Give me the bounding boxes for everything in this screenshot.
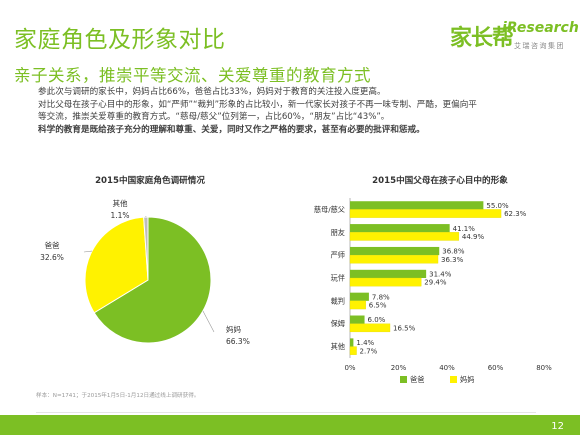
bar-mom — [349, 232, 460, 241]
bar-dad — [350, 315, 365, 324]
bar-mom — [349, 277, 422, 287]
page-title: 家庭角色及形象对比 — [14, 27, 226, 53]
page-subtitle: 亲子关系，推崇平等交流、关爱尊重的教育方式 — [14, 66, 371, 85]
bar-value-label: 55.0% — [486, 202, 509, 210]
x-tick-label: 60% — [488, 364, 504, 372]
category-label: 朋友 — [331, 228, 345, 237]
bar-dad — [350, 246, 440, 256]
pie-slice-label: 爸爸 — [45, 240, 60, 250]
bar-value-label: 29.4% — [424, 279, 447, 287]
bar-value-label: 6.0% — [368, 316, 386, 324]
bar-value-label: 36.3% — [441, 256, 464, 264]
summary-line: 对比父母在孩子心目中的形象，如“严师”“裁判”形象的占比较小，新一代家长对孩子不… — [38, 99, 477, 110]
bar-mom — [349, 323, 391, 333]
pie-leader-line — [202, 310, 215, 333]
legend-swatch — [400, 376, 407, 383]
bar-value-label: 6.5% — [369, 302, 387, 310]
iresearch-logo-subtitle: 艾瑞咨询集团 — [514, 42, 565, 50]
x-tick-label: 0% — [344, 364, 355, 372]
x-tick-label: 40% — [439, 364, 455, 372]
bar-dad — [350, 224, 450, 233]
bar-chart-title: 2015中国父母在孩子心目中的形象 — [372, 174, 508, 186]
bar-value-label: 7.8% — [372, 293, 390, 301]
bar-mom — [349, 346, 357, 355]
bar-value-label: 36.8% — [442, 248, 465, 256]
category-label: 慈母/慈父 — [314, 205, 345, 214]
bar-mom — [349, 300, 366, 310]
bar-value-label: 44.9% — [462, 233, 485, 241]
bar-value-label: 16.5% — [393, 324, 416, 332]
pie-slice-label: 妈妈 — [226, 324, 241, 334]
category-label: 其他 — [331, 342, 345, 351]
pie-slice — [84, 216, 149, 314]
pie-leader-line — [83, 250, 93, 253]
bar-chart: 2015中国父母在孩子心目中的形象 慈母/慈父 55.0%62.3% 朋友 41.1%… — [314, 174, 552, 384]
summary-line-bold: 科学的教育是既给孩子充分的理解和尊重、关爱，同时又作之严格的要求，甚至有必要的批… — [38, 125, 425, 136]
pie-slice-value: 32.6% — [40, 253, 64, 262]
summary-line: 等交流，推崇关爱尊重的教育方式。“慈母/慈父”位列第一，占比60%，“朋友”占比… — [38, 112, 390, 123]
pie-slice-label: 其他 — [113, 198, 128, 208]
bar-dad — [350, 201, 484, 210]
pie-chart-title: 2015中国家庭角色调研情况 — [95, 174, 205, 186]
brand-logo: 家长帮 — [450, 26, 514, 51]
bar-value-label: 62.3% — [504, 210, 527, 218]
legend-label: 妈妈 — [460, 375, 474, 384]
pie-chart: 2015中国家庭角色调研情况 妈妈 66.3% 爸爸 32.6% 其他 1.1% — [40, 174, 250, 346]
pie-slice-value: 66.3% — [226, 337, 250, 346]
pie-slice-value: 1.1% — [110, 211, 129, 220]
page-number: 12 — [551, 421, 564, 432]
source-note: 样本：N=1741；于2015年1月5日-1月12日通过线上调研获得。 — [36, 393, 200, 399]
bar-mom — [349, 254, 439, 264]
footer-bar: 12 — [0, 415, 580, 435]
category-label: 保姆 — [331, 319, 345, 328]
bar-dad — [350, 292, 369, 301]
category-label: 玩伴 — [331, 274, 345, 283]
summary-line: 参此次与调研的家长中，妈妈占比66%，爸爸占比33%，妈妈对于教育的关注投入度更… — [38, 87, 386, 97]
bar-value-label: 1.4% — [356, 339, 374, 347]
bar-value-label: 31.4% — [429, 271, 452, 279]
bar-value-label: 41.1% — [453, 225, 476, 233]
bar-value-label: 2.7% — [360, 347, 378, 355]
legend-label: 爸爸 — [410, 375, 424, 384]
bar-dad — [350, 269, 427, 278]
bar-mom — [349, 209, 502, 218]
category-label: 严师 — [331, 251, 345, 260]
x-tick-label: 20% — [391, 364, 407, 372]
legend-swatch — [450, 376, 457, 383]
summary-text: 参此次与调研的家长中，妈妈占比66%，爸爸占比33%，妈妈对于教育的关注投入度更… — [38, 86, 558, 137]
footer-divider — [36, 412, 536, 413]
bar-dad — [350, 338, 354, 347]
x-tick-label: 80% — [536, 364, 552, 372]
category-label: 裁判 — [331, 296, 345, 305]
iresearch-logo: iResearch — [502, 20, 579, 36]
pie-slice — [143, 216, 149, 281]
